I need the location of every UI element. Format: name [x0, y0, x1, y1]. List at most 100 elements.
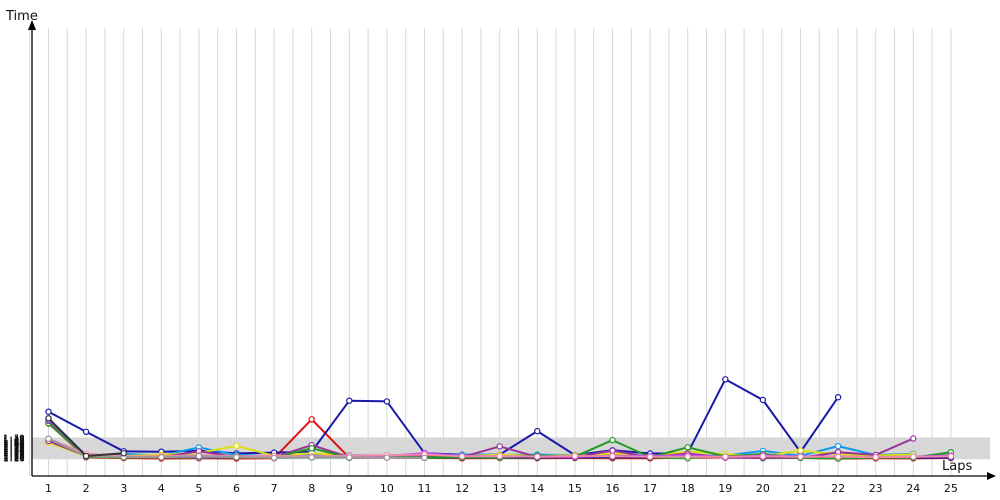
data-point [195, 452, 203, 460]
x-tick-label: 16 [606, 482, 620, 495]
data-point [346, 397, 353, 404]
x-tick-label: 7 [271, 482, 278, 495]
data-point [910, 453, 917, 460]
data-point [270, 454, 278, 461]
y-tick-label: 1:25 [3, 451, 25, 461]
series-12 [45, 415, 127, 460]
y-tick-label: 1:28 [3, 449, 25, 459]
data-point [910, 435, 917, 442]
y-tick-label: 1:27 [3, 450, 25, 460]
y-tick-label: 1:37 [3, 443, 25, 453]
y-tick-label: 1:40 [3, 441, 25, 451]
y-tick-labels: 1:201:211:221:231:241:251:261:271:281:29… [3, 434, 25, 465]
data-point [82, 428, 90, 435]
data-point [609, 453, 616, 460]
data-point [646, 453, 654, 460]
data-point [45, 408, 52, 415]
x-tick-label: 4 [158, 482, 165, 495]
data-point [797, 453, 804, 460]
x-tick-label: 1 [45, 482, 52, 495]
data-point [383, 454, 391, 461]
y-tick-label: 1:26 [3, 451, 25, 461]
data-point [458, 453, 466, 460]
x-tick-label: 8 [308, 482, 315, 495]
y-tick-label: 1:39 [3, 442, 25, 452]
data-point [233, 442, 240, 450]
x-tick-label: 25 [944, 482, 958, 495]
y-tick-label: 1:29 [3, 449, 25, 459]
y-tick-label: 1:36 [3, 444, 25, 454]
data-point [722, 453, 729, 460]
data-point [872, 453, 879, 461]
y-tick-label: 1:43 [3, 439, 25, 449]
y-axis-title: Time [5, 9, 38, 24]
x-tick-label: 3 [120, 482, 127, 495]
y-tick-label: 1:31 [3, 447, 25, 457]
data-point [421, 454, 428, 461]
y-tick-label: 1:21 [3, 454, 25, 464]
data-point [947, 453, 955, 460]
data-point [534, 453, 541, 460]
y-tick-label: 1:30 [3, 448, 25, 458]
data-point [496, 452, 503, 460]
y-tick-label: 1:38 [3, 442, 25, 452]
data-point [346, 454, 353, 461]
x-tick-label: 15 [568, 482, 582, 495]
data-point [308, 454, 315, 461]
data-point [308, 416, 315, 423]
y-tick-label: 1:20 [3, 455, 25, 465]
y-tick-label: 1:45 [3, 437, 25, 447]
x-axis-title: Laps [942, 459, 972, 474]
x-tick-label: 11 [418, 482, 432, 495]
data-point [158, 454, 165, 461]
x-tick-label: 24 [906, 482, 920, 495]
data-point [233, 453, 240, 461]
x-tick-label: 18 [681, 482, 695, 495]
data-point [834, 442, 842, 450]
data-point [834, 394, 842, 401]
x-tick-label: 19 [718, 482, 732, 495]
y-axis-arrow-icon [28, 20, 36, 30]
x-tick-label: 13 [493, 482, 507, 495]
data-point [759, 396, 767, 404]
x-tick-label: 20 [756, 482, 770, 495]
data-point [722, 376, 729, 383]
data-point [609, 447, 616, 454]
x-tick-label: 22 [831, 482, 845, 495]
series-line [48, 437, 914, 459]
x-tick-label: 10 [380, 482, 394, 495]
x-tick-label: 2 [83, 482, 90, 495]
data-point [684, 453, 691, 460]
axes: Time Laps [5, 9, 996, 480]
gridlines [29, 28, 990, 476]
y-tick-label: 1:44 [3, 438, 25, 448]
y-tick-label: 1:41 [3, 440, 25, 450]
data-point [383, 398, 391, 405]
y-tick-label: 1:23 [3, 453, 25, 463]
y-tick-label: 1:47 [3, 436, 25, 446]
data-point [834, 453, 842, 460]
x-tick-label: 12 [455, 482, 469, 495]
data-point [308, 445, 315, 452]
y-tick-label: 1:35 [3, 444, 25, 454]
data-point [45, 415, 52, 422]
x-tick-label: 5 [195, 482, 202, 495]
data-point [759, 453, 767, 460]
x-axis-arrow-icon [987, 472, 996, 480]
y-tick-label: 1:33 [3, 446, 25, 456]
y-tick-label: 1:48 [3, 435, 25, 445]
data-point [45, 435, 52, 442]
y-tick-label: 1:50 [3, 434, 25, 444]
x-tick-labels: 1 2 3 4 5 6 7 8 9 10 11 12 13 14 15 16 17 18 19 20 21 22 23 24 2… [45, 482, 958, 495]
series-lines [45, 376, 955, 462]
data-point [496, 443, 503, 450]
x-tick-label: 14 [530, 482, 544, 495]
data-point [797, 447, 804, 454]
data-point [609, 436, 616, 444]
x-tick-label: 9 [346, 482, 353, 495]
x-tick-label: 21 [794, 482, 808, 495]
data-point [120, 450, 127, 457]
y-tick-label: 1:42 [3, 440, 25, 450]
